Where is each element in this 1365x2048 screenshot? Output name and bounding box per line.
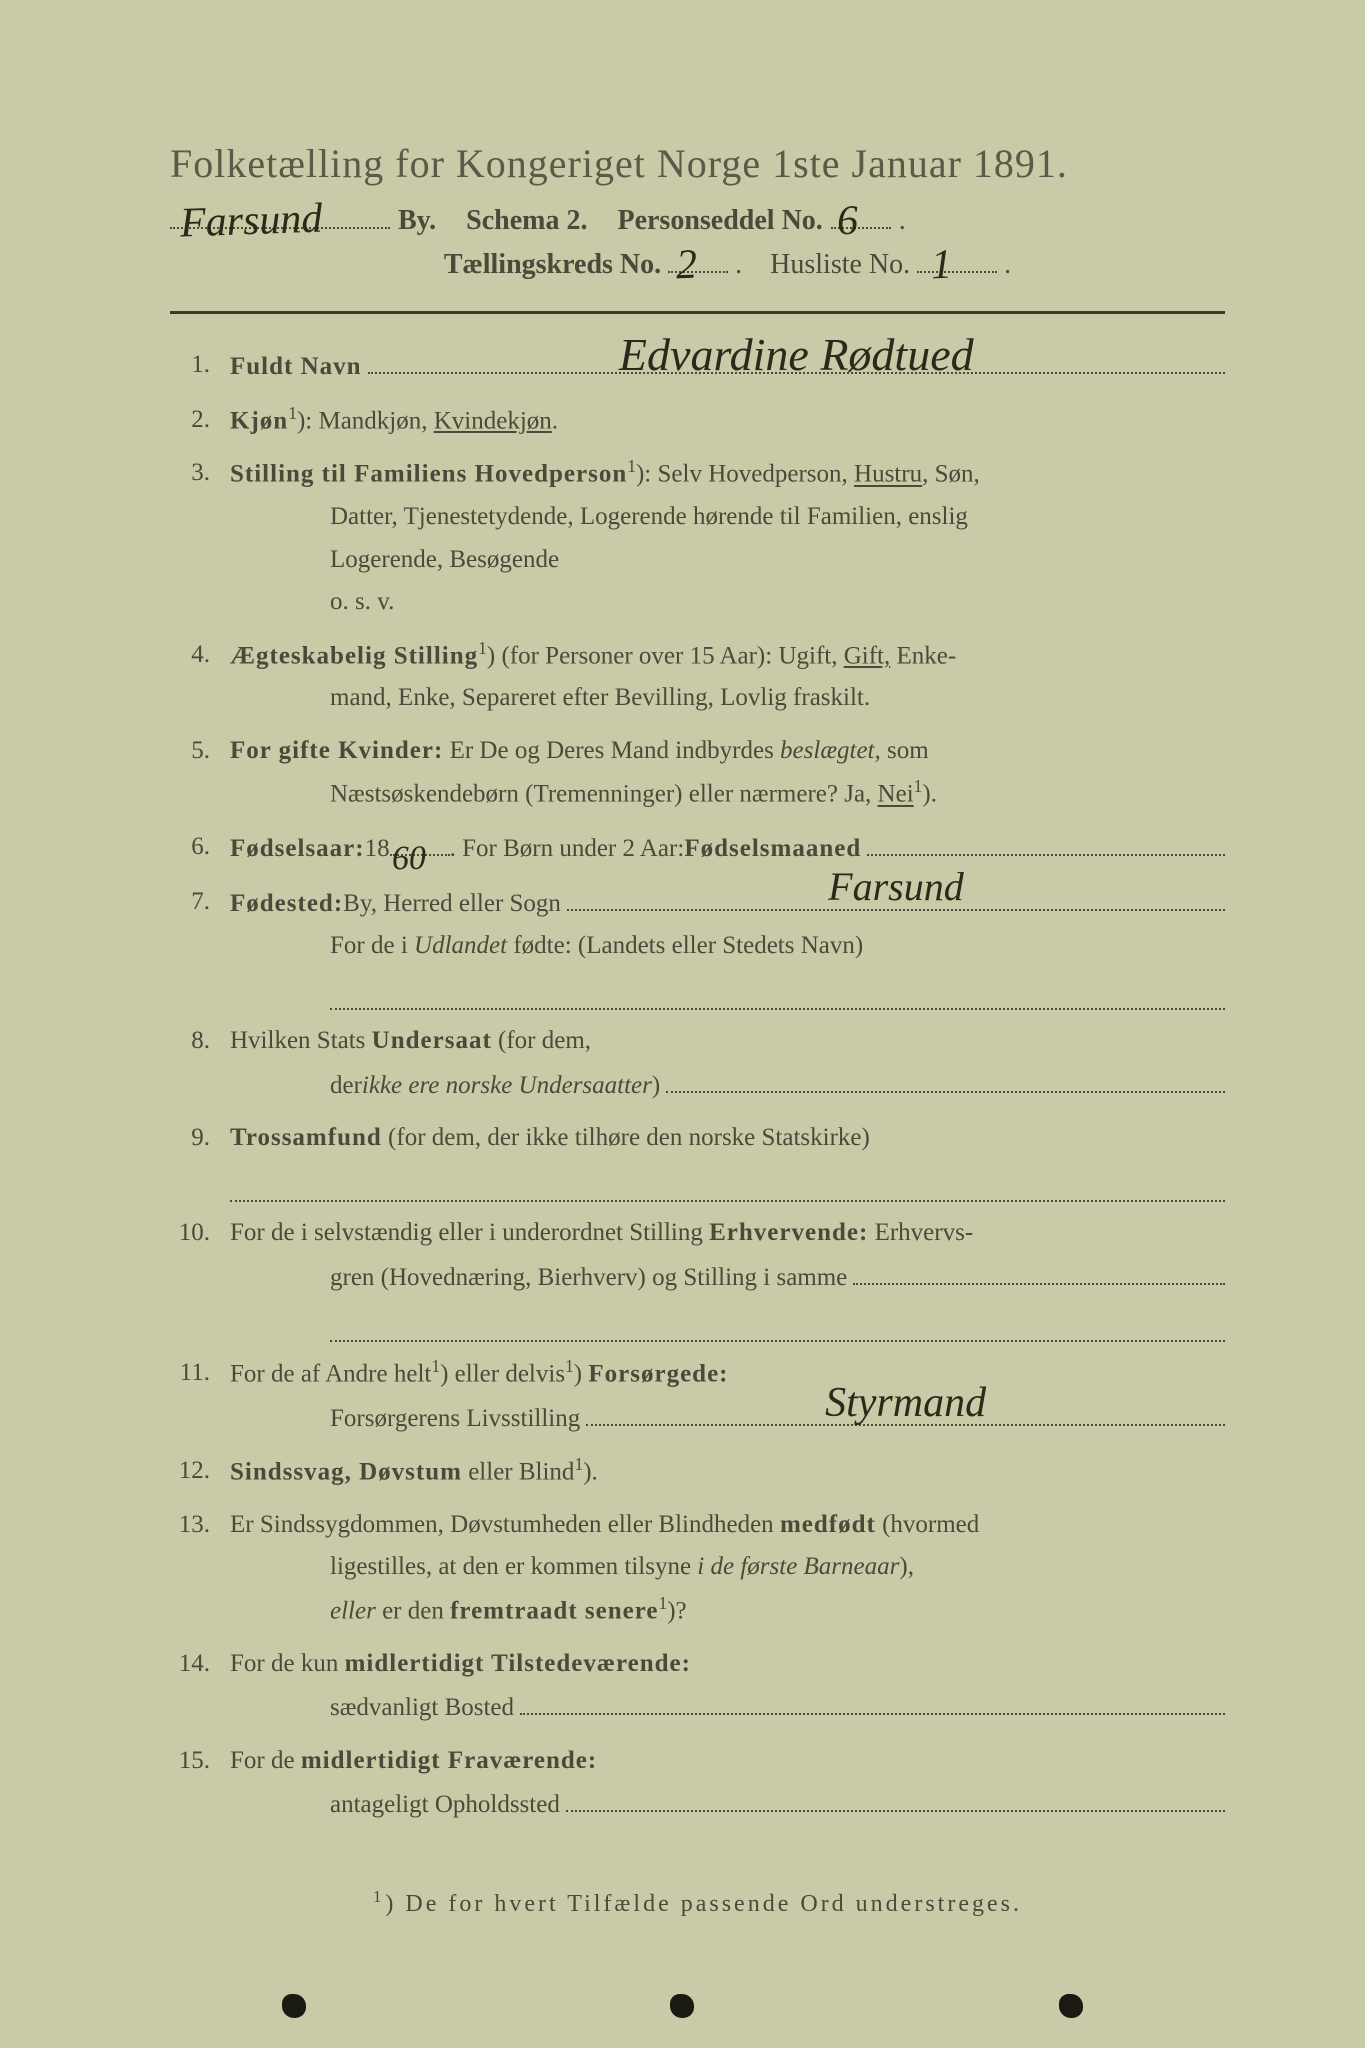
kreds-hw: 2	[675, 241, 698, 290]
subtitle-row-1: Farsund By. Schema 2. Personseddel No. 6…	[170, 205, 1225, 237]
by-field: Farsund	[170, 227, 390, 229]
kvindekjon-selected: Kvindekjøn	[434, 407, 552, 434]
item-13: 13. Er Sindssygdommen, Døvstumheden elle…	[170, 1504, 1225, 1633]
gift-selected: Gift,	[844, 642, 891, 669]
husliste-hw: 1	[930, 241, 953, 290]
livsstilling-hw: Styrmand	[586, 1368, 1225, 1439]
fodselsmaaned-field	[867, 826, 1225, 856]
husliste-label: Husliste No.	[770, 249, 910, 280]
binding-holes	[0, 1994, 1365, 2018]
fodested-hw: Farsund	[567, 853, 1225, 921]
item-12: 12. Sindssvag, Døvstum eller Blind1).	[170, 1450, 1225, 1494]
subtitle-row-2: Tællingskreds No. 2 . Husliste No. 1 .	[170, 249, 1225, 281]
item-11: 11. For de af Andre helt1) eller delvis1…	[170, 1352, 1225, 1440]
livsstilling-field: Styrmand	[586, 1396, 1225, 1426]
by-handwriting: Farsund	[179, 195, 323, 248]
navn-label: Fuldt Navn	[230, 346, 362, 389]
item-8: 8. Hvilken Stats Undersaat (for dem, der…	[170, 1020, 1225, 1107]
item-3: 3. Stilling til Familiens Hovedperson1):…	[170, 452, 1225, 623]
item-15: 15. For de midlertidigt Fraværende: anta…	[170, 1740, 1225, 1827]
husliste-field: 1	[917, 271, 997, 273]
kreds-field: 2	[668, 271, 728, 273]
hole-icon	[1059, 1994, 1083, 2018]
footnote: 1) De for hvert Tilfælde passende Ord un…	[170, 1887, 1225, 1918]
divider	[170, 311, 1225, 314]
undersaat-field	[666, 1063, 1225, 1093]
item-1: 1. Fuldt Navn Edvardine Rødtued	[170, 344, 1225, 389]
hole-icon	[282, 1994, 306, 2018]
by-label: By.	[398, 205, 436, 237]
item-9: 9. Trossamfund (for dem, der ikke tilhør…	[170, 1117, 1225, 1202]
personseddel-label: Personseddel No.	[617, 205, 822, 237]
fodested-field: Farsund	[567, 881, 1225, 911]
hustru-selected: Hustru	[854, 461, 922, 488]
item-10: 10. For de i selvstændig eller i underor…	[170, 1212, 1225, 1342]
page-title: Folketælling for Kongeriget Norge 1ste J…	[170, 140, 1225, 187]
census-form-page: Folketælling for Kongeriget Norge 1ste J…	[50, 40, 1315, 2008]
item-5: 5. For gifte Kvinder: Er De og Deres Man…	[170, 730, 1225, 816]
item-2: 2. Kjøn1): Mandkjøn, Kvindekjøn.	[170, 399, 1225, 443]
fodselsaar-hw: 60	[391, 830, 426, 888]
erhverv-field-2	[330, 1307, 1225, 1342]
udlandet-field	[330, 975, 1225, 1010]
kreds-label: Tællingskreds No.	[444, 249, 661, 280]
personseddel-field: 6	[831, 227, 891, 229]
item-14: 14. For de kun midlertidigt Tilstedevære…	[170, 1643, 1225, 1730]
navn-hw: Edvardine Rødtued	[368, 316, 1225, 394]
personseddel-hw: 6	[836, 197, 859, 246]
nei-selected: Nei	[878, 781, 914, 808]
opholdssted-field	[566, 1782, 1225, 1812]
bosted-field	[520, 1685, 1225, 1715]
item-7: 7. Fødested: By, Herred eller Sogn Farsu…	[170, 881, 1225, 1011]
erhverv-field-1	[853, 1255, 1225, 1285]
navn-field: Edvardine Rødtued	[368, 344, 1225, 374]
trossamfund-field	[230, 1167, 1225, 1202]
hole-icon	[670, 1994, 694, 2018]
fodselsaar-field: 60	[390, 854, 450, 856]
item-4: 4. Ægteskabelig Stilling1) (for Personer…	[170, 634, 1225, 720]
schema-label: Schema 2.	[466, 205, 587, 237]
